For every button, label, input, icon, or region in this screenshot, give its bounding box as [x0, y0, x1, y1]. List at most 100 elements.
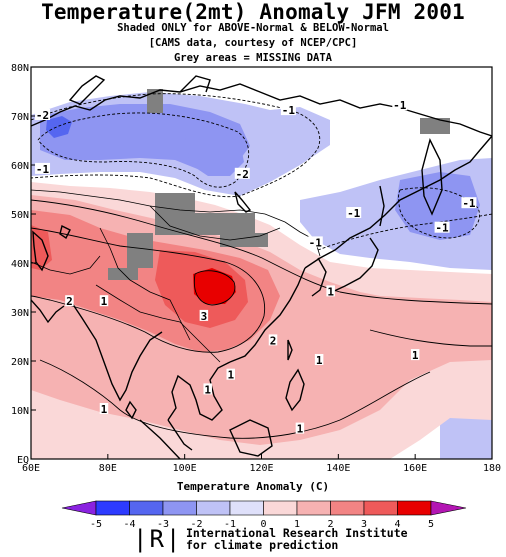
- contour-minus-2-north: [37, 112, 250, 188]
- colorbar: -5 -4 -3 -2 -1 0 1 2 3 4 5: [61, 500, 467, 530]
- contour-label: -1: [393, 99, 407, 112]
- colorbar-tick-label: 5: [428, 519, 434, 530]
- colorbar-arrow-high: [430, 500, 467, 516]
- border-mongolia: [149, 205, 281, 241]
- missing-data-block: [155, 193, 195, 215]
- negative-contours: [31, 93, 492, 251]
- coastline-caspian: [32, 230, 49, 272]
- contour-label: 1: [297, 423, 304, 436]
- coastline-korea: [311, 257, 327, 297]
- coastline-sakhalin: [379, 185, 385, 227]
- colorbar-segment: [296, 500, 331, 516]
- colorbar-segment: [363, 500, 398, 516]
- contour-3-tibet: [193, 270, 236, 306]
- colorbar-tick-label: 1: [294, 519, 300, 530]
- colorbar-tick-label: 4: [394, 519, 400, 530]
- contour-label-bg: [410, 349, 420, 361]
- lat-tick-label: 70N: [11, 112, 29, 123]
- iri-name: International Research Institute: [186, 526, 408, 540]
- contour-label: 1: [204, 383, 211, 396]
- page-title: Temperature(2mt) Anomaly JFM 2001: [41, 0, 465, 24]
- coastline-malaya: [167, 419, 193, 451]
- latitude-axis: EQ 10N 20N 30N 40N 50N 60N 70N 80N: [11, 63, 36, 466]
- border-central-asia: [31, 255, 101, 275]
- contour-label: -1: [347, 207, 361, 220]
- border-china-west: [99, 227, 191, 341]
- lon-tick-label: 160E: [403, 463, 427, 474]
- coastline-aral: [59, 224, 71, 240]
- missing-data-block: [420, 118, 450, 134]
- contour-label: -1: [36, 163, 50, 176]
- lat-tick-label: EQ: [17, 455, 29, 466]
- contour-minus-1-far-east: [398, 187, 480, 239]
- contour-label-bg: [307, 236, 323, 248]
- coastline-taymyr: [179, 75, 211, 93]
- contour-label-bg: [295, 422, 305, 434]
- lat-tick-label: 80N: [11, 63, 29, 74]
- contour-label-bg: [268, 334, 278, 346]
- coastline-pacific-russia: [304, 135, 492, 269]
- coastline-taiwan: [287, 339, 293, 361]
- coastline-china-east: [229, 267, 306, 363]
- contour-1-asia: [31, 199, 492, 305]
- coastline-sri-lanka: [125, 400, 137, 420]
- contour-label-bg: [199, 309, 209, 321]
- border-himalaya: [95, 284, 181, 323]
- colorbar-segment: [263, 500, 298, 516]
- missing-data-block: [147, 89, 163, 113]
- contour-minus-1-north: [31, 93, 321, 198]
- contour-label: 1: [327, 285, 334, 298]
- colorbar-tick-label: -5: [90, 519, 102, 530]
- colorbar-tick-label: -4: [123, 519, 135, 530]
- contour-label: 1: [316, 354, 323, 367]
- contour-label-bg: [35, 162, 51, 174]
- contour-label-bg: [326, 285, 335, 297]
- lat-tick-label: 40N: [11, 259, 29, 270]
- contour-label-bg: [461, 197, 477, 209]
- contour-label-bg: [392, 99, 408, 111]
- coastline-japan: [331, 237, 379, 293]
- lon-tick-label: 100E: [173, 463, 197, 474]
- contour-label: -1: [462, 197, 476, 210]
- lon-tick-label: 80E: [99, 463, 117, 474]
- contour-label-bg: [314, 354, 324, 365]
- coastline-philippines: [285, 368, 305, 412]
- iri-tagline: for climate prediction: [186, 538, 339, 552]
- coastline-borneo: [229, 419, 273, 457]
- map-field: [31, 67, 492, 459]
- colorbar-segment: [229, 500, 264, 516]
- contour-label: 1: [101, 403, 108, 416]
- contour-label-bg: [65, 295, 74, 307]
- lon-tick-label: 120E: [249, 463, 273, 474]
- lon-tick-label: 180: [483, 463, 501, 474]
- contour-label-bg: [99, 403, 109, 414]
- colorbar-segment: [196, 500, 231, 516]
- colorbar-segment: [129, 500, 164, 516]
- below-normal-region-pacific-south: [440, 410, 492, 459]
- coastline-indochina: [167, 361, 231, 421]
- lat-tick-label: 20N: [11, 357, 29, 368]
- coastline-arabia: [31, 299, 65, 324]
- contour-label: 1: [101, 295, 108, 308]
- contour-1-pacific: [369, 329, 492, 347]
- contour-label-bg: [234, 167, 250, 179]
- colorbar-segment: [162, 500, 197, 516]
- missing-data-block: [127, 233, 153, 268]
- contour-labels: -2 -1 -1 -2 -1 -1 -1 -1 -1 2 1 3 1 2 1 1 1 1 1 1: [35, 99, 477, 436]
- contour-label-bg: [203, 383, 212, 395]
- missing-data-block: [108, 268, 138, 280]
- contour-label-bg: [280, 104, 296, 116]
- border-southeast-asia: [179, 321, 221, 363]
- longitude-axis: 60E 80E 100E 120E 140E 160E 180: [22, 454, 501, 474]
- colorbar-tick-label: 2: [327, 519, 333, 530]
- lat-tick-label: 30N: [11, 308, 29, 319]
- contour-label: -1: [309, 236, 323, 249]
- lon-tick-label: 140E: [326, 463, 350, 474]
- above-normal-region-north-pacific: [340, 290, 492, 344]
- contour-minus-1-east: [317, 213, 492, 251]
- below-normal-region-north-russia-3: [46, 116, 72, 138]
- contour-label: -1: [282, 104, 296, 117]
- colorbar-tick-label: 3: [361, 519, 367, 530]
- lat-tick-label: 50N: [11, 210, 29, 221]
